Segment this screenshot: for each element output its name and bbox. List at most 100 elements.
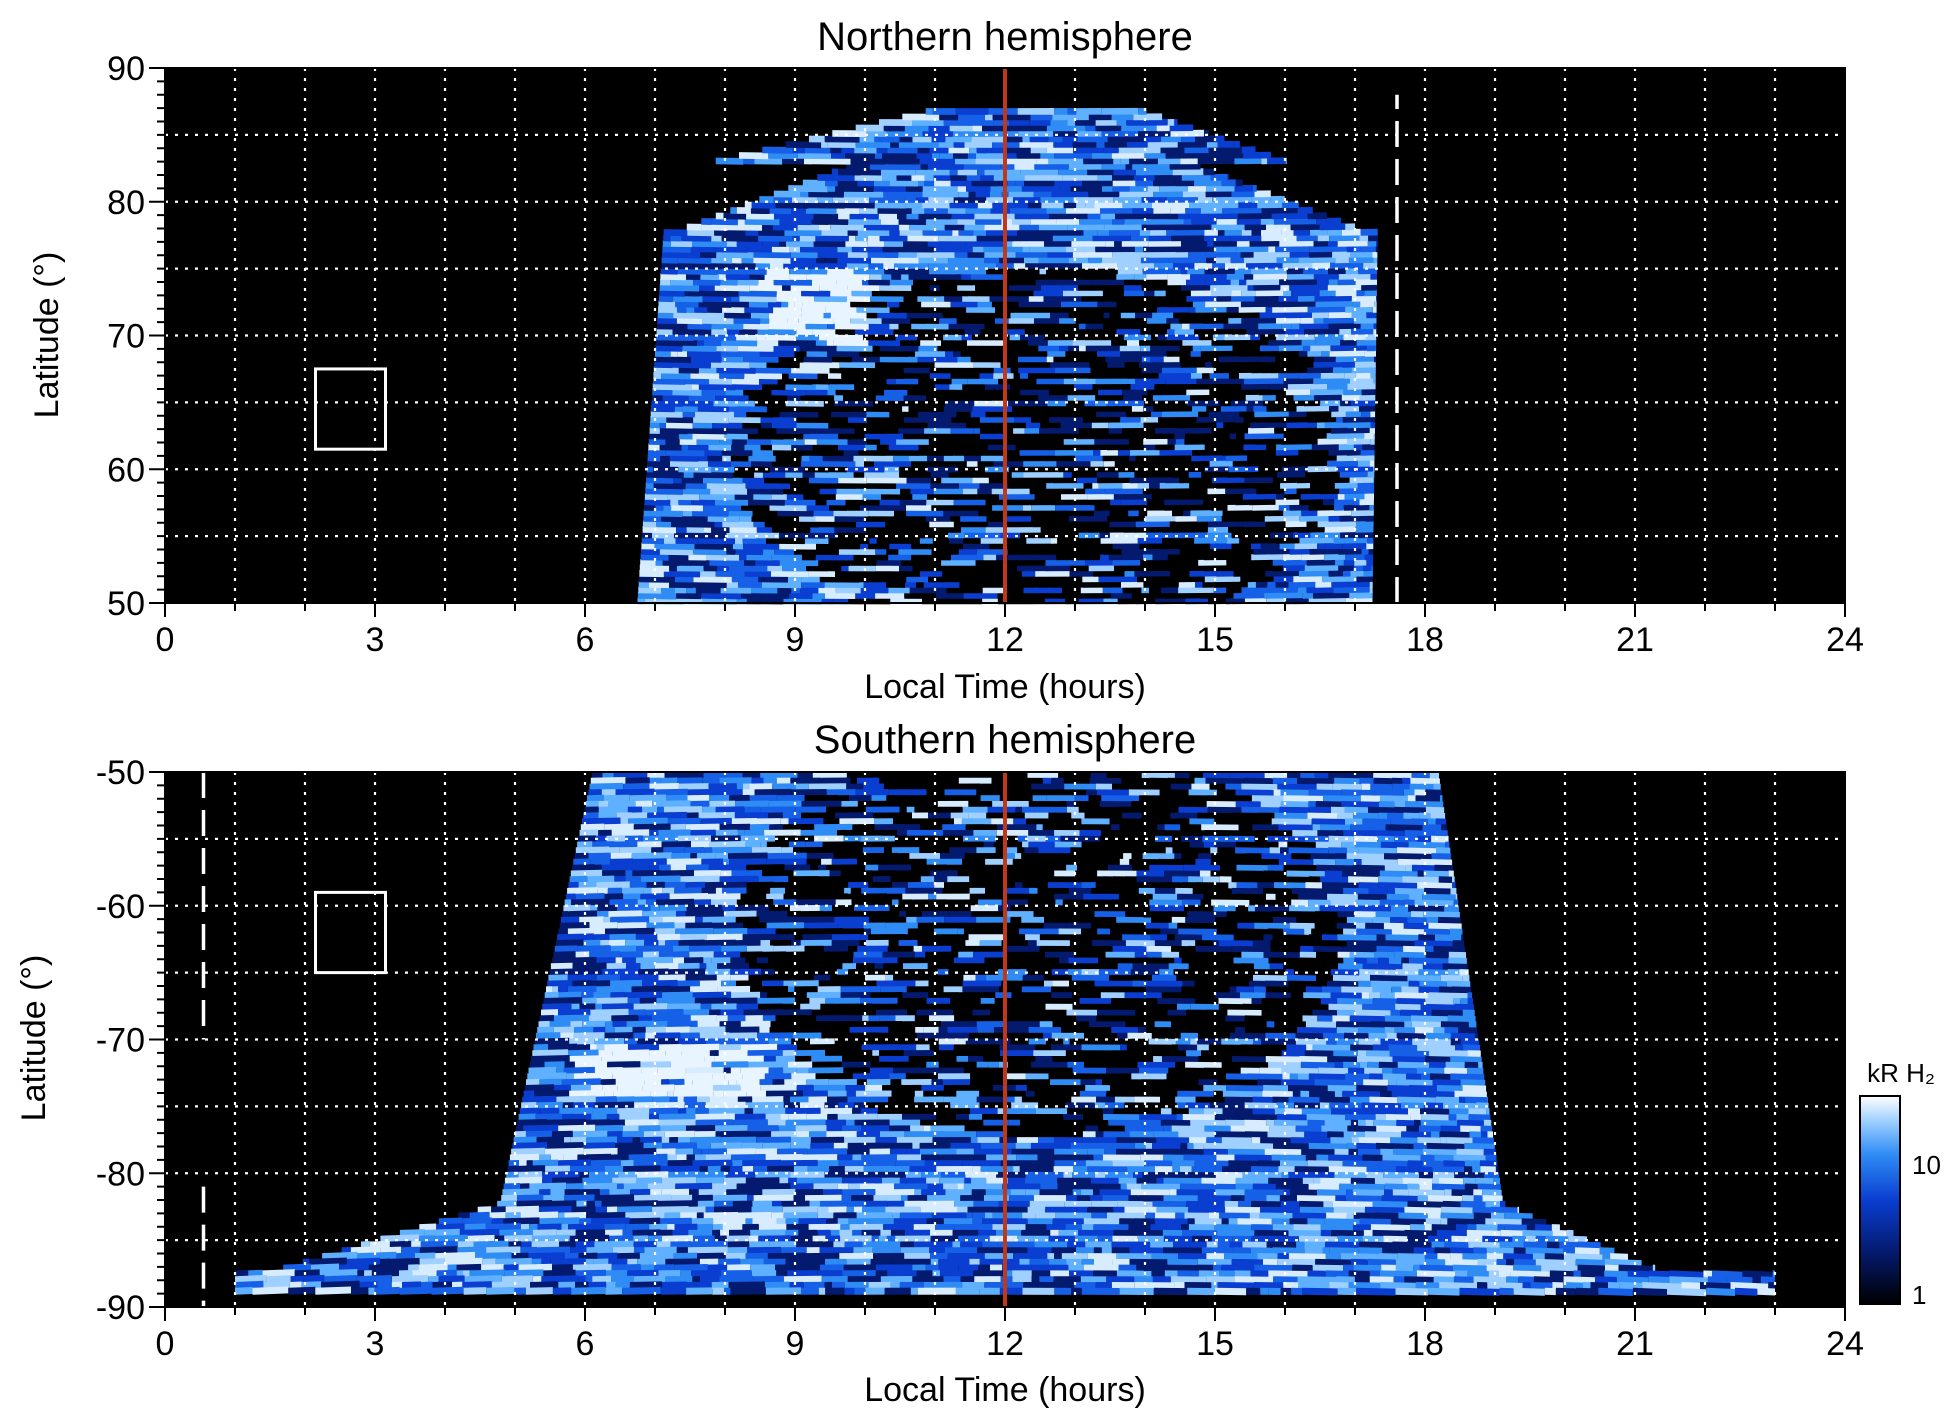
emission-streak [1267,580,1276,588]
emission-streak [783,487,820,495]
emission-streak [1361,992,1370,1000]
emission-streak [1109,311,1121,319]
emission-streak [681,443,689,451]
emission-streak [779,410,819,418]
emission-streak [688,394,716,402]
emission-streak [958,547,977,555]
emission-streak [681,476,703,484]
emission-streak [1370,437,1375,445]
emission-streak [1108,553,1144,561]
emission-streak [1078,531,1100,539]
emission-streak [1165,476,1180,484]
emission-streak [1226,437,1255,445]
emission-streak [1231,327,1247,335]
emission-streak [1247,448,1276,456]
emission-streak [857,432,865,440]
emission-streak [1228,382,1242,390]
emission-streak [903,366,930,374]
emission-streak [1370,371,1376,379]
emission-streak [904,591,936,599]
emission-streak [1032,520,1056,528]
emission-streak [1349,476,1374,484]
emission-streak [1241,553,1252,561]
emission-streak [716,344,738,352]
emission-streak [827,350,860,358]
emission-streak [821,481,833,489]
emission-streak [1042,322,1079,330]
emission-streak [647,454,661,462]
emission-streak [734,492,754,500]
emission-streak [770,437,805,446]
emission-streak [939,317,957,324]
emission-streak [909,586,947,594]
emission-streak [983,388,1021,396]
emission-streak [974,448,985,456]
emission-streak [1125,432,1138,440]
emission-streak [714,520,723,528]
emission-streak [881,493,913,500]
emission-streak [1152,311,1174,319]
emission-streak [1143,580,1179,588]
emission-streak [1253,481,1281,489]
emission-streak [1324,525,1356,533]
emission-streak [1254,190,1271,198]
emission-streak [1153,404,1193,412]
emission-streak [701,218,712,225]
emission-streak [683,471,694,478]
emission-streak [1338,443,1354,451]
emission-streak [771,399,786,407]
emission-streak [1266,404,1297,412]
emission-streak [1183,509,1191,517]
emission-streak [677,350,687,357]
emission-streak [806,350,828,358]
emission-streak [662,559,680,567]
emission-streak [1285,520,1307,528]
emission-streak [1361,783,1371,791]
emission-streak [1321,349,1330,357]
emission-streak [698,383,736,391]
emission-streak [731,575,748,583]
emission-streak [1267,415,1282,423]
emission-streak [1252,503,1279,511]
emission-streak [653,481,686,490]
emission-streak [648,438,666,446]
emission-streak [1122,586,1142,594]
emission-streak [1082,575,1099,583]
emission-streak [1062,454,1075,462]
emission-streak [834,525,867,533]
emission-streak [745,482,770,490]
emission-streak [1065,349,1097,357]
emission-streak [1374,355,1376,363]
emission-streak [1149,481,1160,489]
y-tick-label: 50 [107,585,145,623]
emission-streak [1159,448,1193,456]
emission-streak [754,471,763,478]
emission-streak [984,322,1016,330]
emission-streak [1417,870,1424,878]
emission-streak [1289,503,1309,511]
emission-streak [659,421,666,429]
emission-streak [1378,957,1389,965]
emission-streak [1344,492,1365,500]
emission-streak [960,514,987,522]
emission-streak [956,317,995,324]
emission-streak [1328,569,1343,577]
emission-streak [812,592,826,599]
emission-streak [756,525,773,533]
emission-streak [1258,388,1286,396]
emission-streak [948,470,983,478]
emission-streak [1005,339,1028,346]
emission-streak [1283,509,1302,517]
x-tick-label: 0 [156,621,175,659]
emission-streak [647,459,670,468]
emission-streak [1116,443,1144,451]
emission-streak [1063,437,1095,445]
emission-streak [774,548,795,555]
emission-streak [1316,421,1325,429]
emission-streak [838,476,867,484]
northern-title: Northern hemisphere [817,15,1193,59]
emission-streak [1369,503,1374,511]
emission-streak [1196,366,1214,374]
emission-streak [879,421,909,429]
emission-streak [1365,514,1374,522]
